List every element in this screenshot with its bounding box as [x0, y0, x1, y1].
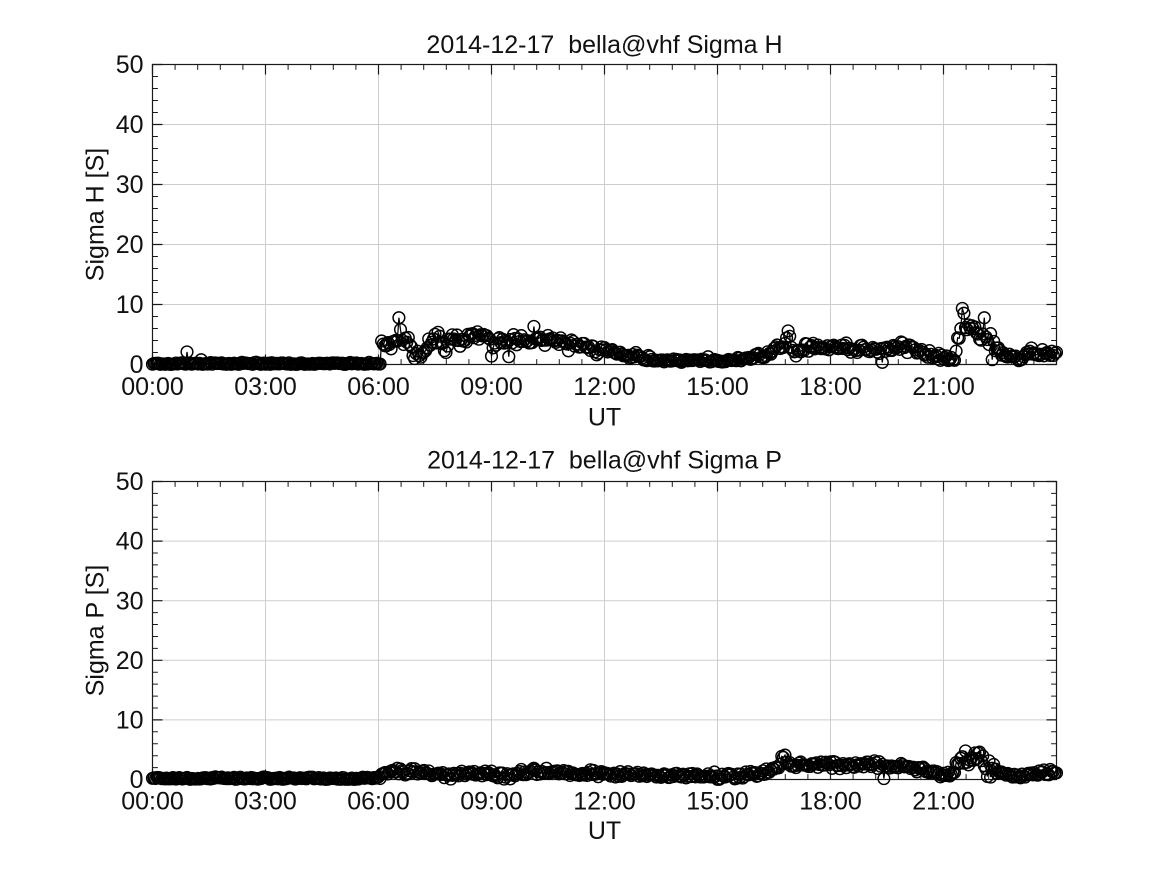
svg-text:20: 20: [116, 231, 144, 259]
svg-text:50: 50: [116, 51, 144, 79]
svg-text:21:00: 21:00: [912, 373, 975, 401]
svg-text:2014-12-17 bella@vhf Sigma P: 2014-12-17 bella@vhf Sigma P: [427, 447, 782, 475]
svg-text:15:00: 15:00: [686, 373, 749, 401]
svg-text:0: 0: [130, 766, 144, 794]
svg-text:15:00: 15:00: [686, 788, 749, 816]
svg-text:40: 40: [116, 528, 144, 556]
svg-text:00:00: 00:00: [121, 373, 184, 401]
svg-text:50: 50: [116, 468, 144, 496]
svg-text:30: 30: [116, 587, 144, 615]
svg-text:18:00: 18:00: [799, 373, 862, 401]
svg-text:10: 10: [116, 707, 144, 735]
svg-text:09:00: 09:00: [460, 788, 523, 816]
svg-text:Sigma P [S]: Sigma P [S]: [82, 565, 110, 697]
svg-text:03:00: 03:00: [234, 373, 297, 401]
svg-text:UT: UT: [588, 817, 621, 845]
svg-text:Sigma H [S]: Sigma H [S]: [82, 148, 110, 281]
svg-text:10: 10: [116, 291, 144, 319]
svg-text:12:00: 12:00: [573, 373, 636, 401]
svg-text:18:00: 18:00: [799, 788, 862, 816]
svg-text:2014-12-17 bella@vhf Sigma H: 2014-12-17 bella@vhf Sigma H: [426, 31, 782, 59]
svg-text:30: 30: [116, 171, 144, 199]
svg-text:09:00: 09:00: [460, 373, 523, 401]
svg-text:0: 0: [130, 351, 144, 379]
svg-text:06:00: 06:00: [347, 373, 410, 401]
svg-text:UT: UT: [588, 403, 621, 431]
svg-text:21:00: 21:00: [912, 788, 975, 816]
svg-text:40: 40: [116, 111, 144, 139]
svg-text:12:00: 12:00: [573, 788, 636, 816]
svg-text:00:00: 00:00: [121, 788, 184, 816]
svg-text:03:00: 03:00: [234, 788, 297, 816]
svg-text:06:00: 06:00: [347, 788, 410, 816]
svg-text:20: 20: [116, 647, 144, 675]
